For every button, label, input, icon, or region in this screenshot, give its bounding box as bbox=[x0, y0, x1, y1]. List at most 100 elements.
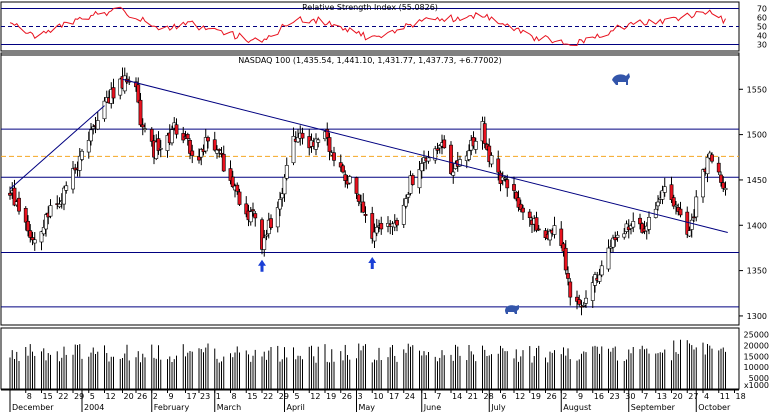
candle-body bbox=[354, 177, 359, 194]
candle-body bbox=[426, 157, 431, 162]
x-day-label: 26 bbox=[547, 392, 557, 401]
x-month-label: September bbox=[631, 403, 676, 412]
price-tick-label: 1400 bbox=[747, 221, 767, 230]
price-tick-label: 1550 bbox=[747, 85, 767, 94]
price-tick-label: 1350 bbox=[747, 267, 767, 276]
candle-body bbox=[325, 129, 330, 138]
candle-body bbox=[136, 84, 141, 103]
candle-body bbox=[314, 138, 318, 150]
candle-body bbox=[451, 171, 456, 176]
x-month-label: 2004 bbox=[84, 403, 104, 412]
candle-body bbox=[579, 305, 584, 308]
candle-body bbox=[361, 201, 366, 213]
candle-body bbox=[482, 123, 487, 144]
candle-body bbox=[77, 155, 82, 171]
x-day-label: 23 bbox=[200, 392, 210, 401]
candle-body bbox=[219, 152, 224, 155]
candle-body bbox=[80, 150, 84, 160]
candle-body bbox=[156, 138, 161, 151]
candle-body bbox=[534, 217, 539, 231]
x-day-label: 19 bbox=[326, 392, 336, 401]
bear-icon bbox=[505, 305, 519, 314]
candle-body bbox=[341, 165, 345, 173]
candle-body bbox=[568, 281, 573, 298]
candle-body bbox=[251, 209, 255, 212]
x-day-label: 12 bbox=[515, 392, 525, 401]
candle-body bbox=[284, 165, 289, 179]
candle-body bbox=[338, 162, 343, 168]
candle-body bbox=[467, 150, 471, 160]
candle-body bbox=[435, 148, 440, 151]
candle-body bbox=[721, 182, 726, 189]
candle-body bbox=[347, 176, 352, 184]
candle-body bbox=[581, 304, 586, 307]
candle-body bbox=[212, 139, 217, 151]
rsi-tick-label: 40 bbox=[757, 32, 767, 41]
candle-body bbox=[608, 246, 613, 249]
candle-body bbox=[143, 128, 147, 130]
x-day-label: 9 bbox=[169, 392, 174, 401]
x-day-label: 28 bbox=[484, 392, 494, 401]
x-day-label: 22 bbox=[263, 392, 273, 401]
candle-body bbox=[552, 225, 557, 235]
rsi-title: Relative Strength Index (55.0826) bbox=[302, 3, 438, 12]
x-month-label: February bbox=[154, 403, 190, 412]
candle-body bbox=[374, 226, 379, 234]
candle-body bbox=[217, 149, 222, 151]
price-tick-label: 1450 bbox=[747, 176, 767, 185]
x-day-label: 10 bbox=[373, 392, 383, 401]
candle-body bbox=[197, 156, 201, 161]
candle-body bbox=[694, 196, 699, 218]
x-day-label: 6 bbox=[502, 392, 507, 401]
candle-body bbox=[343, 174, 348, 181]
candle-body bbox=[244, 203, 249, 215]
candle-body bbox=[599, 265, 604, 276]
candle-body bbox=[379, 223, 384, 230]
candle-body bbox=[719, 174, 723, 183]
x-day-label: 14 bbox=[452, 392, 462, 401]
candle-body bbox=[57, 203, 62, 208]
candle-body bbox=[647, 216, 651, 230]
candle-body bbox=[669, 184, 674, 201]
candle-body bbox=[622, 233, 627, 238]
candle-body bbox=[48, 205, 53, 217]
candle-body bbox=[41, 227, 46, 235]
candle-body bbox=[190, 150, 195, 156]
bull-icon bbox=[612, 73, 630, 85]
candle-body bbox=[253, 213, 258, 219]
candle-body bbox=[710, 154, 714, 162]
x-month-label: August bbox=[563, 403, 591, 412]
candle-body bbox=[86, 140, 91, 153]
candle-body bbox=[23, 208, 28, 223]
candle-body bbox=[419, 163, 424, 172]
candle-body bbox=[248, 211, 253, 223]
candle-body bbox=[527, 211, 532, 219]
candle-body bbox=[95, 120, 100, 130]
x-day-label: 12 bbox=[310, 392, 320, 401]
candle-body bbox=[518, 203, 523, 210]
candle-body bbox=[678, 208, 683, 216]
x-day-label: 19 bbox=[531, 392, 541, 401]
x-day-label: 15 bbox=[43, 392, 53, 401]
candle-body bbox=[613, 237, 618, 241]
x-day-label: 26 bbox=[342, 392, 352, 401]
candle-body bbox=[458, 159, 462, 167]
x-day-label: 17 bbox=[389, 392, 399, 401]
candle-body bbox=[437, 145, 442, 149]
x-day-label: 2 bbox=[153, 392, 158, 401]
candle-body bbox=[8, 192, 12, 196]
candle-body bbox=[705, 157, 710, 175]
candle-body bbox=[203, 137, 208, 152]
x-day-label: 11 bbox=[720, 392, 730, 401]
candle-body bbox=[489, 155, 494, 165]
x-day-label: 29 bbox=[279, 392, 289, 401]
candle-body bbox=[206, 137, 210, 142]
candle-body bbox=[102, 100, 107, 120]
candle-body bbox=[640, 223, 645, 233]
candle-body bbox=[503, 178, 507, 180]
volume-unit-label: x1000 bbox=[744, 381, 769, 390]
x-month-label: May bbox=[359, 403, 376, 412]
candle-body bbox=[215, 149, 219, 154]
candle-body bbox=[300, 132, 305, 139]
candle-body bbox=[39, 231, 44, 243]
